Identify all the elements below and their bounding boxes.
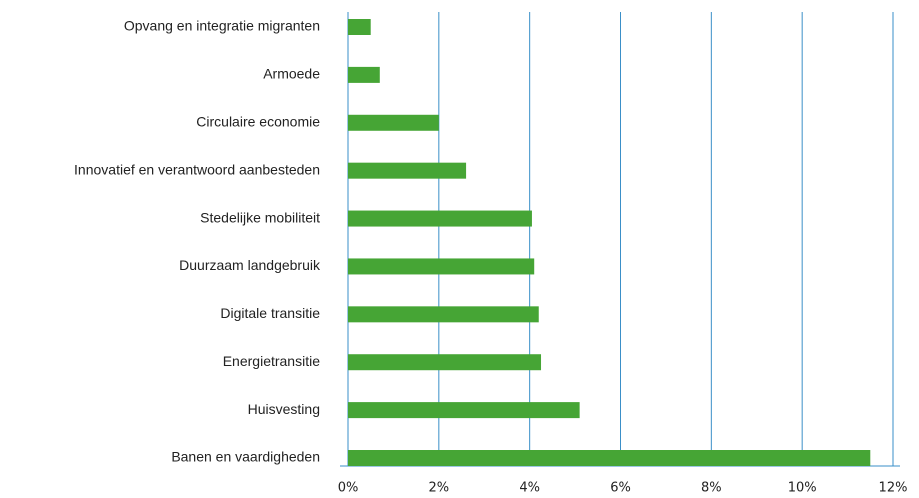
- bar: [348, 306, 539, 323]
- bar: [348, 19, 371, 35]
- x-tick-label: 12%: [879, 481, 908, 496]
- y-tick-label: Energietransitie: [223, 353, 320, 369]
- y-tick-label: Duurzaam landgebruik: [179, 257, 321, 273]
- bar: [348, 354, 542, 371]
- x-tick-label: 6%: [610, 481, 631, 496]
- bar: [348, 114, 439, 131]
- y-tick-label: Huisvesting: [248, 401, 320, 417]
- bar: [348, 210, 532, 227]
- y-tick-label: Opvang en integratie migranten: [124, 18, 320, 34]
- y-tick-label: Innovatief en verantwoord aanbesteden: [74, 161, 320, 177]
- bar: [348, 258, 535, 275]
- y-tick-label: Circulaire economie: [196, 113, 320, 129]
- y-tick-label: Digitale transitie: [220, 305, 320, 321]
- y-tick-label: Stedelijke mobiliteit: [200, 209, 320, 225]
- x-tick-label: 0%: [338, 481, 359, 496]
- x-tick-label: 4%: [519, 481, 540, 496]
- x-tick-label: 10%: [788, 481, 817, 496]
- y-tick-label: Banen en vaardigheden: [171, 449, 320, 465]
- bar: [348, 162, 467, 179]
- bar: [348, 66, 380, 83]
- bar: [348, 402, 580, 419]
- y-tick-label: Armoede: [263, 66, 320, 82]
- bar: [348, 450, 871, 466]
- x-tick-label: 2%: [429, 481, 450, 496]
- x-tick-label: 8%: [701, 481, 722, 496]
